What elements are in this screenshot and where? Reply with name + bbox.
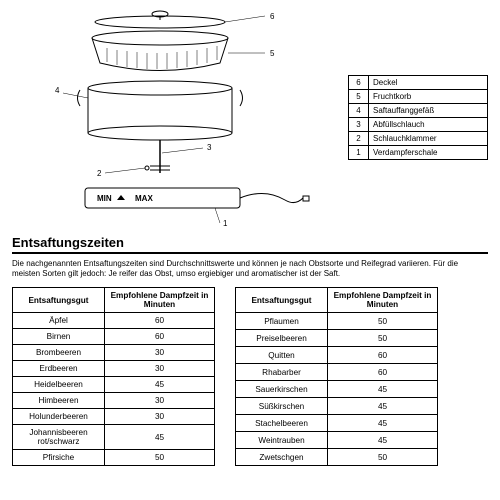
table-row: Johannisbeeren rot/schwarz45 xyxy=(13,425,215,450)
legend-num: 3 xyxy=(349,117,369,131)
legend-row: 2Schlauchklammer xyxy=(349,131,488,145)
legend-row: 6Deckel xyxy=(349,75,488,89)
item-cell: Heidelbeeren xyxy=(13,377,105,393)
legend-row: 4Saftauffanggefäß xyxy=(349,103,488,117)
time-cell: 45 xyxy=(328,415,438,432)
table-row: Holunderbeeren30 xyxy=(13,409,215,425)
time-cell: 50 xyxy=(328,330,438,347)
table-row: Weintrauben45 xyxy=(236,432,438,449)
col-header-item: Entsaftungsgut xyxy=(13,288,105,313)
item-cell: Sauerkirschen xyxy=(236,381,328,398)
table-row: Pfirsiche50 xyxy=(13,450,215,466)
parts-legend: 6Deckel5Fruchtkorb4Saftauffanggefäß3Abfü… xyxy=(348,75,488,160)
item-cell: Preiselbeeren xyxy=(236,330,328,347)
time-cell: 50 xyxy=(105,450,215,466)
juicing-table-left: Entsaftungsgut Empfohlene Dampfzeit in M… xyxy=(12,287,215,466)
item-cell: Brombeeren xyxy=(13,345,105,361)
time-cell: 30 xyxy=(105,345,215,361)
intro-text: Die nachgenannten Entsaftungszeiten sind… xyxy=(12,259,488,279)
time-cell: 45 xyxy=(105,377,215,393)
time-cell: 45 xyxy=(328,381,438,398)
legend-text: Verdampferschale xyxy=(369,145,488,159)
col-header-time: Empfohlene Dampfzeit in Minuten xyxy=(328,288,438,313)
table-row: Brombeeren30 xyxy=(13,345,215,361)
table-row: Heidelbeeren45 xyxy=(13,377,215,393)
time-cell: 45 xyxy=(105,425,215,450)
item-cell: Himbeeren xyxy=(13,393,105,409)
legend-text: Saftauffanggefäß xyxy=(369,103,488,117)
col-header-time: Empfohlene Dampfzeit in Minuten xyxy=(105,288,215,313)
legend-text: Deckel xyxy=(369,75,488,89)
legend-num: 2 xyxy=(349,131,369,145)
min-label: MIN xyxy=(97,194,112,203)
item-cell: Äpfel xyxy=(13,313,105,329)
legend-num: 1 xyxy=(349,145,369,159)
time-cell: 30 xyxy=(105,361,215,377)
table-row: Pflaumen50 xyxy=(236,313,438,330)
table-row: Birnen60 xyxy=(13,329,215,345)
table-row: Äpfel60 xyxy=(13,313,215,329)
time-cell: 60 xyxy=(105,329,215,345)
item-cell: Rhabarber xyxy=(236,364,328,381)
item-cell: Pfirsiche xyxy=(13,450,105,466)
legend-text: Schlauchklammer xyxy=(369,131,488,145)
time-cell: 30 xyxy=(105,409,215,425)
tables-row: Entsaftungsgut Empfohlene Dampfzeit in M… xyxy=(12,287,488,466)
time-cell: 50 xyxy=(328,449,438,466)
time-cell: 45 xyxy=(328,432,438,449)
item-cell: Süßkirschen xyxy=(236,398,328,415)
table-row: Sauerkirschen45 xyxy=(236,381,438,398)
diagram-label-1: 1 xyxy=(223,219,228,226)
diagram-label-6: 6 xyxy=(270,12,275,21)
table-row: Zwetschgen50 xyxy=(236,449,438,466)
col-header-item: Entsaftungsgut xyxy=(236,288,328,313)
table-row: Stachelbeeren45 xyxy=(236,415,438,432)
top-area: 6 5 4 3 xyxy=(12,8,488,226)
legend-num: 5 xyxy=(349,89,369,103)
item-cell: Weintrauben xyxy=(236,432,328,449)
table-row: Preiselbeeren50 xyxy=(236,330,438,347)
section-title: Entsaftungszeiten xyxy=(12,232,488,254)
item-cell: Johannisbeeren rot/schwarz xyxy=(13,425,105,450)
time-cell: 30 xyxy=(105,393,215,409)
item-cell: Quitten xyxy=(236,347,328,364)
juicing-table-right: Entsaftungsgut Empfohlene Dampfzeit in M… xyxy=(235,287,438,466)
max-label: MAX xyxy=(135,194,153,203)
item-cell: Stachelbeeren xyxy=(236,415,328,432)
legend-row: 3Abfüllschlauch xyxy=(349,117,488,131)
diagram-label-4: 4 xyxy=(55,86,60,95)
time-cell: 45 xyxy=(328,398,438,415)
item-cell: Erdbeeren xyxy=(13,361,105,377)
diagram-label-5: 5 xyxy=(270,49,275,58)
exploded-diagram: 6 5 4 3 xyxy=(12,8,338,226)
legend-num: 6 xyxy=(349,75,369,89)
item-cell: Birnen xyxy=(13,329,105,345)
legend-row: 1Verdampferschale xyxy=(349,145,488,159)
legend-text: Abfüllschlauch xyxy=(369,117,488,131)
time-cell: 50 xyxy=(328,313,438,330)
table-row: Quitten60 xyxy=(236,347,438,364)
time-cell: 60 xyxy=(328,347,438,364)
item-cell: Holunderbeeren xyxy=(13,409,105,425)
legend-text: Fruchtkorb xyxy=(369,89,488,103)
diagram-label-3: 3 xyxy=(207,143,212,152)
item-cell: Zwetschgen xyxy=(236,449,328,466)
table-row: Erdbeeren30 xyxy=(13,361,215,377)
legend-num: 4 xyxy=(349,103,369,117)
time-cell: 60 xyxy=(328,364,438,381)
table-row: Rhabarber60 xyxy=(236,364,438,381)
table-row: Süßkirschen45 xyxy=(236,398,438,415)
diagram-label-2: 2 xyxy=(97,169,102,178)
table-row: Himbeeren30 xyxy=(13,393,215,409)
legend-row: 5Fruchtkorb xyxy=(349,89,488,103)
item-cell: Pflaumen xyxy=(236,313,328,330)
time-cell: 60 xyxy=(105,313,215,329)
parts-legend-wrap: 6Deckel5Fruchtkorb4Saftauffanggefäß3Abfü… xyxy=(348,8,488,226)
